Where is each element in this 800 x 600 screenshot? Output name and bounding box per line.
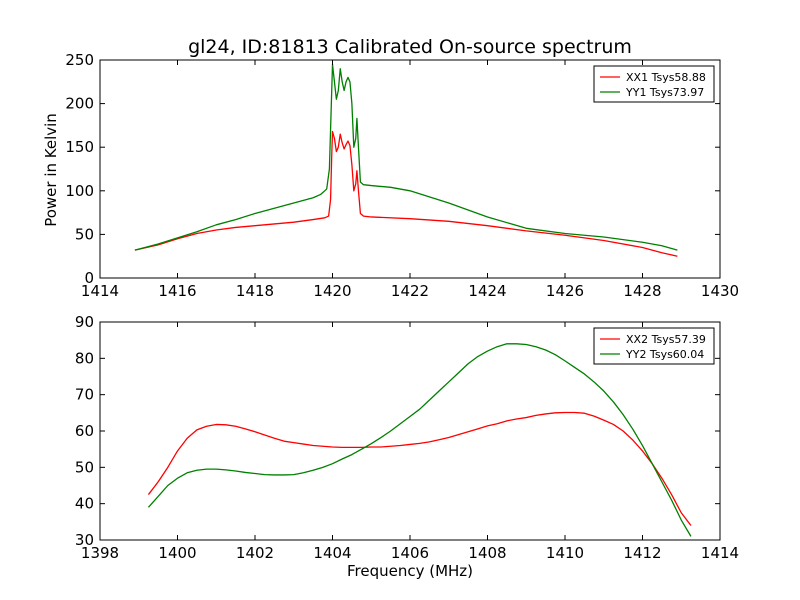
series-line-yy2 (147, 343, 692, 537)
y-tick-label: 60 (75, 422, 94, 440)
x-tick-label: 1408 (468, 544, 506, 562)
y-tick-label: 250 (65, 51, 94, 69)
y-tick-label: 80 (75, 349, 94, 367)
x-tick-label: 1430 (701, 282, 739, 300)
x-tick-label: 1418 (236, 282, 274, 300)
x-tick-label: 1416 (158, 282, 196, 300)
legend-box (593, 65, 715, 103)
legend-label: XX2 Tsys57.39 (626, 333, 706, 346)
y-tick-label: 200 (65, 95, 94, 113)
legend-box (593, 327, 715, 365)
x-tick-label: 1420 (313, 282, 351, 300)
x-tick-label: 1428 (623, 282, 661, 300)
y-tick-label: 90 (75, 313, 94, 331)
series-line-xx2 (147, 411, 692, 526)
series-line-xx1 (134, 130, 678, 257)
y-tick-label: 70 (75, 386, 94, 404)
x-tick-label: 1410 (546, 544, 584, 562)
y-tick-label: 150 (65, 138, 94, 156)
x-tick-label: 1406 (391, 544, 429, 562)
y-tick-label: 50 (75, 458, 94, 476)
y-tick-label: 50 (75, 225, 94, 243)
legend-label: XX1 Tsys58.88 (626, 71, 706, 84)
x-tick-label: 1400 (158, 544, 196, 562)
x-tick-label: 1426 (546, 282, 584, 300)
series-line-yy1 (134, 63, 678, 251)
y-tick-label: 30 (75, 531, 94, 549)
y-tick-label: 40 (75, 495, 94, 513)
x-tick-label: 1402 (236, 544, 274, 562)
y-axis-label: Power in Kelvin (42, 113, 60, 227)
x-tick-label: 1414 (701, 544, 739, 562)
legend-label: YY2 Tsys60.04 (625, 348, 704, 361)
x-tick-label: 1424 (468, 282, 506, 300)
y-tick-label: 100 (65, 182, 94, 200)
y-tick-label: 0 (84, 269, 94, 287)
x-tick-label: 1414 (81, 282, 119, 300)
x-tick-label: 1422 (391, 282, 429, 300)
top-spectrum-panel: 1414 1416 1418 1420 1422 1424 1426 1428 1430 0 50 1… (65, 51, 739, 300)
bottom-spectrum-panel: 1398 1400 1402 1404 1406 1408 1410 1412 1414 30 40… (75, 313, 739, 562)
x-tick-label: 1404 (313, 544, 351, 562)
x-tick-label: 1398 (81, 544, 119, 562)
x-axis-label: Frequency (MHz) (347, 562, 473, 580)
chart-title: gl24, ID:81813 Calibrated On-source spec… (188, 36, 632, 58)
legend-label: YY1 Tsys73.97 (625, 86, 704, 99)
x-tick-label: 1412 (623, 544, 661, 562)
